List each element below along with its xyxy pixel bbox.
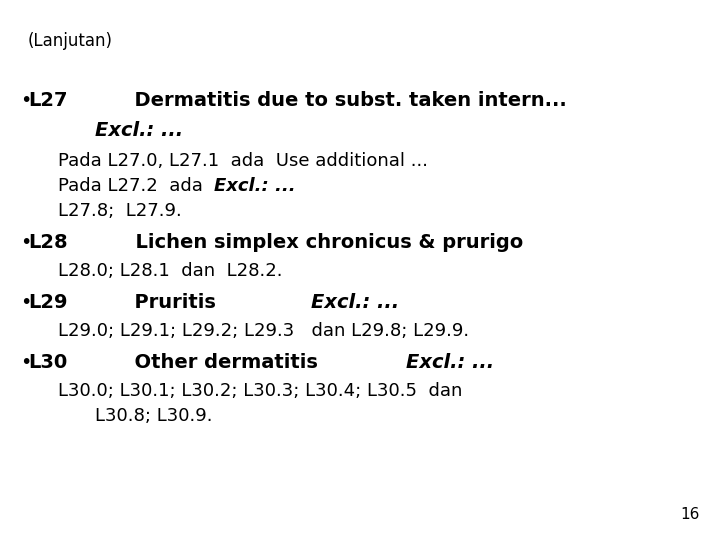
Text: Excl.: ...: Excl.: ... — [215, 177, 296, 195]
Text: (Lanjutan): (Lanjutan) — [28, 32, 113, 50]
Text: Excl.: ...: Excl.: ... — [406, 353, 494, 372]
Text: •: • — [20, 293, 32, 312]
Text: Excl.: ...: Excl.: ... — [311, 293, 399, 312]
Text: L30: L30 — [28, 353, 67, 372]
Text: Lichen simplex chronicus & prurigo: Lichen simplex chronicus & prurigo — [68, 233, 523, 252]
Text: •: • — [20, 353, 32, 372]
Text: 16: 16 — [680, 507, 699, 522]
Text: •: • — [20, 91, 32, 110]
Text: Pada L27.0, L27.1  ada  Use additional ...: Pada L27.0, L27.1 ada Use additional ... — [58, 152, 428, 170]
Text: L28: L28 — [28, 233, 68, 252]
Text: L27.8;  L27.9.: L27.8; L27.9. — [58, 202, 181, 220]
Text: L27: L27 — [28, 91, 68, 110]
Text: L28.0; L28.1  dan  L28.2.: L28.0; L28.1 dan L28.2. — [58, 262, 282, 280]
Text: Dermatitis due to subst. taken intern...: Dermatitis due to subst. taken intern... — [68, 91, 567, 110]
Text: Excl.: ...: Excl.: ... — [95, 121, 183, 140]
Text: Pruritis: Pruritis — [68, 293, 311, 312]
Text: L29: L29 — [28, 293, 68, 312]
Text: Other dermatitis: Other dermatitis — [67, 353, 406, 372]
Text: L30.8; L30.9.: L30.8; L30.9. — [95, 407, 212, 425]
Text: •: • — [20, 233, 32, 252]
Text: Pada L27.2  ada: Pada L27.2 ada — [58, 177, 215, 195]
Text: L29.0; L29.1; L29.2; L29.3   dan L29.8; L29.9.: L29.0; L29.1; L29.2; L29.3 dan L29.8; L2… — [58, 322, 469, 340]
Text: L30.0; L30.1; L30.2; L30.3; L30.4; L30.5  dan: L30.0; L30.1; L30.2; L30.3; L30.4; L30.5… — [58, 382, 462, 400]
